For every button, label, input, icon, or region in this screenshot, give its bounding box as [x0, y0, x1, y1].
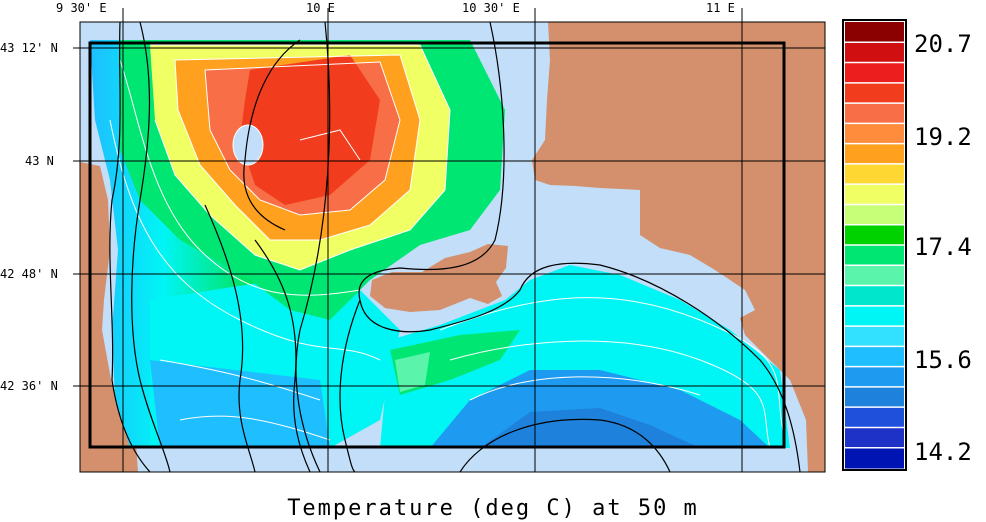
cold-eddy: [232, 124, 264, 166]
colorbar-swatch: [845, 143, 904, 165]
colorbar-swatch: [845, 123, 904, 145]
temp-band-red-core: [240, 55, 380, 205]
colorbar-swatch: [845, 447, 904, 469]
colorbar-swatch: [845, 204, 904, 226]
colorbar-swatches: [845, 22, 904, 469]
lat-label-43-12: 43 12' N: [0, 41, 58, 55]
colorbar-swatch: [845, 82, 904, 104]
figure-caption: Temperature (deg C) at 50 m: [287, 496, 699, 521]
colorbar-swatch: [845, 346, 904, 368]
colorbar-swatch: [845, 305, 904, 327]
lon-label-9-30: 9 30' E: [56, 1, 107, 15]
colorbar-swatch: [845, 366, 904, 388]
temp-band-green-east-2: [395, 352, 430, 392]
graticule: [73, 8, 825, 472]
colorbar-swatch: [845, 407, 904, 428]
lat-label-42-48: 42 48' N: [0, 267, 58, 281]
colorbar-swatch: [845, 265, 904, 287]
colorbar-frame: [842, 19, 907, 471]
colorbar-swatch: [845, 427, 904, 449]
lon-label-11: 11 E: [706, 1, 735, 15]
colorbar-swatch: [845, 326, 904, 347]
isotherm-lines: [109, 44, 786, 449]
colorbar-swatch: [845, 386, 904, 408]
colorbar-label-min: 14.2: [914, 438, 972, 466]
colorbar-label-3: 17.4: [914, 233, 972, 261]
lon-label-10-30: 10 30' E: [462, 1, 520, 15]
map-area[interactable]: [80, 22, 825, 472]
colorbar-swatch: [845, 42, 904, 64]
colorbar-swatch: [845, 285, 904, 307]
colorbar: 20.7 19.2 17.4 15.6 14.2: [842, 19, 972, 471]
colorbar-swatch: [845, 22, 904, 43]
colorbar-label-max: 20.7: [914, 30, 972, 58]
colorbar-label-4: 15.6: [914, 346, 972, 374]
lat-label-42-36: 42 36' N: [0, 379, 58, 393]
map-border: [79, 21, 826, 473]
land-northeast-coast: [532, 22, 825, 472]
land-corsica: [80, 162, 138, 472]
colorbar-swatch: [845, 184, 904, 205]
colorbar-swatch: [845, 103, 904, 124]
colorbar-swatch: [845, 163, 904, 185]
colorbar-swatch: [845, 245, 904, 266]
lon-label-10: 10 E: [306, 1, 335, 15]
lat-label-43: 43 N: [25, 154, 54, 168]
domain-rectangle: [88, 41, 786, 449]
colorbar-label-2: 19.2: [914, 123, 972, 151]
colorbar-swatch: [845, 62, 904, 84]
colorbar-swatch: [845, 224, 904, 246]
